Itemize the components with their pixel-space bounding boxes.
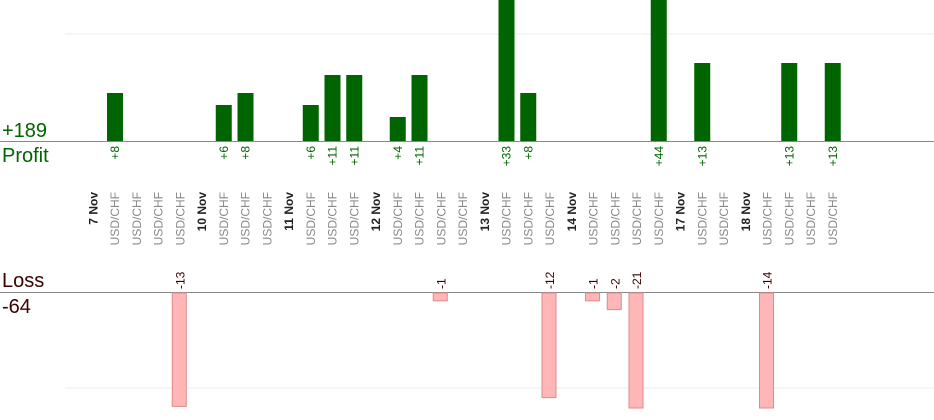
profit-value-label: +8 xyxy=(108,146,122,160)
instrument-label: USD/CHF xyxy=(152,192,166,245)
instrument-label: USD/CHF xyxy=(217,192,231,245)
profit-value-label: +8 xyxy=(521,146,535,160)
profit-total: +189 xyxy=(2,120,48,142)
instrument-label: USD/CHF xyxy=(608,192,622,245)
loss-value-label: -14 xyxy=(761,271,775,289)
date-label: 12 Nov xyxy=(369,192,383,232)
profit-value-label: +6 xyxy=(217,146,231,160)
profit-value-label: +11 xyxy=(413,146,427,166)
profit-value-label: +4 xyxy=(391,146,405,160)
loss-bar xyxy=(628,292,644,409)
loss-label: Loss xyxy=(2,270,45,292)
instrument-label: USD/CHF xyxy=(130,192,144,245)
profit-bar xyxy=(498,0,515,141)
instrument-label: USD/CHF xyxy=(108,192,122,245)
loss-value-label: -13 xyxy=(173,271,187,289)
profit-bar xyxy=(411,75,428,141)
loss-value-label: -21 xyxy=(630,271,644,289)
profit-bar xyxy=(694,63,711,141)
instrument-label: USD/CHF xyxy=(500,192,514,245)
date-label: 11 Nov xyxy=(282,192,296,231)
instrument-label: USD/CHF xyxy=(456,192,470,245)
instrument-label: USD/CHF xyxy=(826,192,840,245)
instrument-label: USD/CHF xyxy=(173,192,187,245)
profit-bar xyxy=(520,93,537,141)
instrument-label: USD/CHF xyxy=(695,192,709,245)
instrument-label: USD/CHF xyxy=(587,192,601,245)
loss-bar xyxy=(432,292,448,302)
instrument-label: USD/CHF xyxy=(326,192,340,245)
profit-value-label: +44 xyxy=(652,146,666,167)
profit-bar xyxy=(215,105,232,141)
loss-bar xyxy=(171,292,187,407)
date-label: 7 Nov xyxy=(86,192,100,225)
instrument-label: USD/CHF xyxy=(782,192,796,245)
profit-bar xyxy=(650,0,667,141)
profit-value-label: +8 xyxy=(239,146,253,160)
loss-bar xyxy=(606,292,622,311)
profit-value-label: +11 xyxy=(326,146,340,166)
instrument-label: USD/CHF xyxy=(239,192,253,245)
loss-value-label: -12 xyxy=(543,271,557,289)
profit-value-label: +11 xyxy=(347,146,361,166)
loss-total: -64 xyxy=(2,296,31,318)
profit-bar xyxy=(324,75,341,141)
profit-bar xyxy=(781,63,798,141)
loss-bar xyxy=(541,292,557,399)
instrument-label: USD/CHF xyxy=(521,192,535,245)
profit-bar xyxy=(346,75,363,141)
instrument-label: USD/CHF xyxy=(804,192,818,245)
profit-bar xyxy=(389,117,406,141)
profit-value-label: +13 xyxy=(826,146,840,167)
loss-value-label: -1 xyxy=(434,278,448,289)
profit-bar xyxy=(107,93,123,141)
instrument-label: USD/CHF xyxy=(543,192,557,245)
profit-label: Profit xyxy=(2,145,49,167)
instrument-label: USD/CHF xyxy=(391,192,405,245)
date-label: 18 Nov xyxy=(739,192,753,232)
date-label: 13 Nov xyxy=(478,192,492,232)
profit-value-label: +13 xyxy=(695,146,709,167)
instrument-label: USD/CHF xyxy=(304,192,318,245)
profit-value-label: +6 xyxy=(304,146,318,160)
loss-bar xyxy=(585,292,600,302)
instrument-label: USD/CHF xyxy=(413,192,427,245)
instrument-label: USD/CHF xyxy=(761,192,775,245)
instrument-label: USD/CHF xyxy=(652,192,666,245)
profit-bar xyxy=(824,63,841,141)
loss-value-label: -1 xyxy=(587,278,601,289)
profit-bar xyxy=(237,93,254,141)
instrument-label: USD/CHF xyxy=(717,192,731,245)
date-label: 10 Nov xyxy=(195,192,209,232)
date-label: 14 Nov xyxy=(565,192,579,232)
profit-value-label: +33 xyxy=(500,146,514,167)
instrument-label: USD/CHF xyxy=(260,192,274,245)
instrument-label: USD/CHF xyxy=(630,192,644,245)
date-label: 17 Nov xyxy=(674,192,688,232)
loss-bar xyxy=(759,292,774,409)
instrument-label: USD/CHF xyxy=(434,192,448,245)
profit-value-label: +13 xyxy=(782,146,796,167)
loss-value-label: -2 xyxy=(608,278,622,289)
instrument-label: USD/CHF xyxy=(347,192,361,245)
profit-bar xyxy=(302,105,319,141)
